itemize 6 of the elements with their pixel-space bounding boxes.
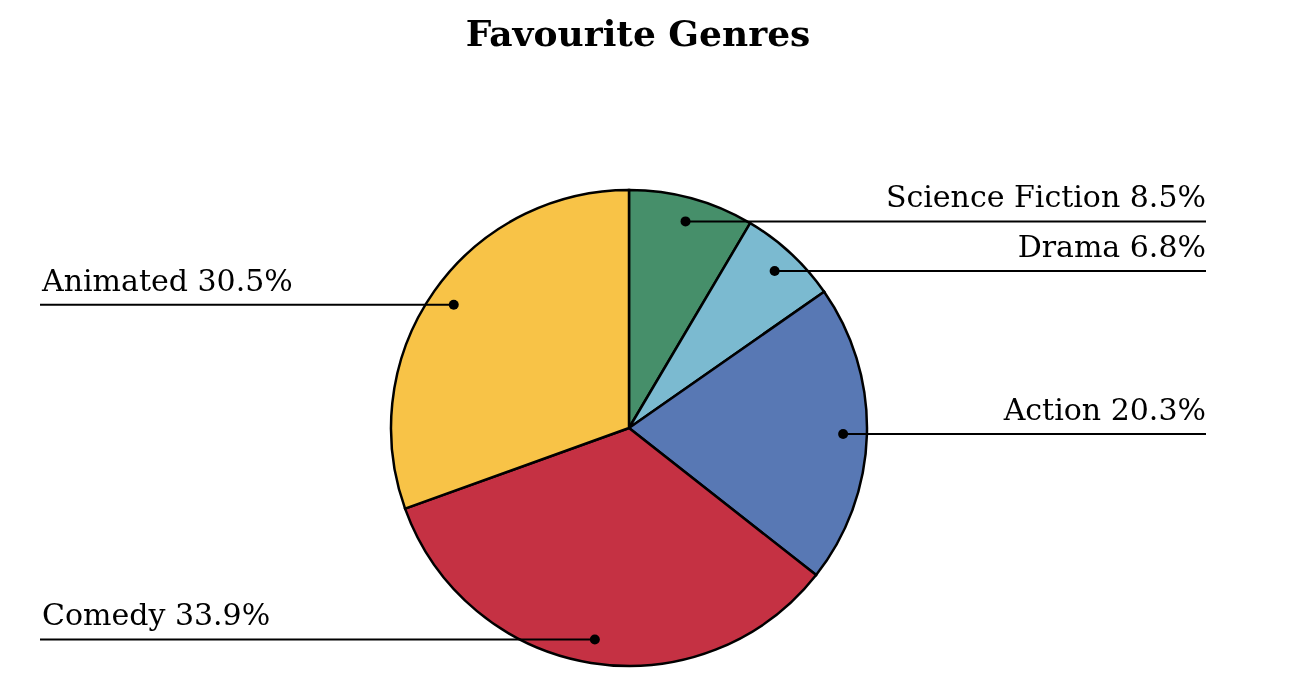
slice-label: Comedy 33.9% xyxy=(42,597,271,633)
chart-title: Favourite Genres xyxy=(464,11,812,56)
slice-label: Action 20.3% xyxy=(1002,392,1206,428)
slice-label: Animated 30.5% xyxy=(41,262,293,298)
slice-label: Science Fiction 8.5% xyxy=(885,179,1206,215)
slice-label: Drama 6.8% xyxy=(1017,228,1206,264)
